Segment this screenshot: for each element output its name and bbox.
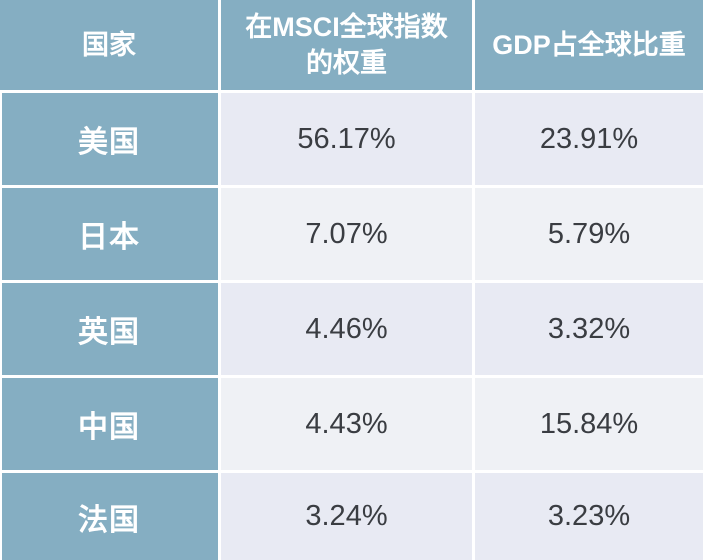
header-cell-gdp-share: GDP占全球比重 (475, 0, 703, 90)
gdp-share-cell: 3.32% (475, 283, 703, 375)
country-cell: 中国 (0, 378, 218, 470)
country-cell: 法国 (0, 473, 218, 560)
country-cell: 英国 (0, 283, 218, 375)
header-msci-weight-line2: 的权重 (306, 48, 387, 78)
msci-weight-cell: 3.24% (221, 473, 472, 560)
header-msci-weight-text: 在MSCI全球指数 的权重 (245, 9, 448, 82)
header-msci-weight-line1: 在MSCI全球指数 (245, 11, 448, 42)
msci-weight-cell: 7.07% (221, 188, 472, 280)
country-cell: 美国 (0, 93, 218, 185)
header-cell-msci-weight: 在MSCI全球指数 的权重 (221, 0, 472, 90)
country-cell: 日本 (0, 188, 218, 280)
msci-weight-cell: 4.46% (221, 283, 472, 375)
header-cell-country: 国家 (0, 0, 218, 90)
gdp-share-cell: 3.23% (475, 473, 703, 560)
msci-weight-cell: 4.43% (221, 378, 472, 470)
gdp-share-cell: 23.91% (475, 93, 703, 185)
gdp-share-cell: 15.84% (475, 378, 703, 470)
msci-weight-cell: 56.17% (221, 93, 472, 185)
gdp-share-cell: 5.79% (475, 188, 703, 280)
